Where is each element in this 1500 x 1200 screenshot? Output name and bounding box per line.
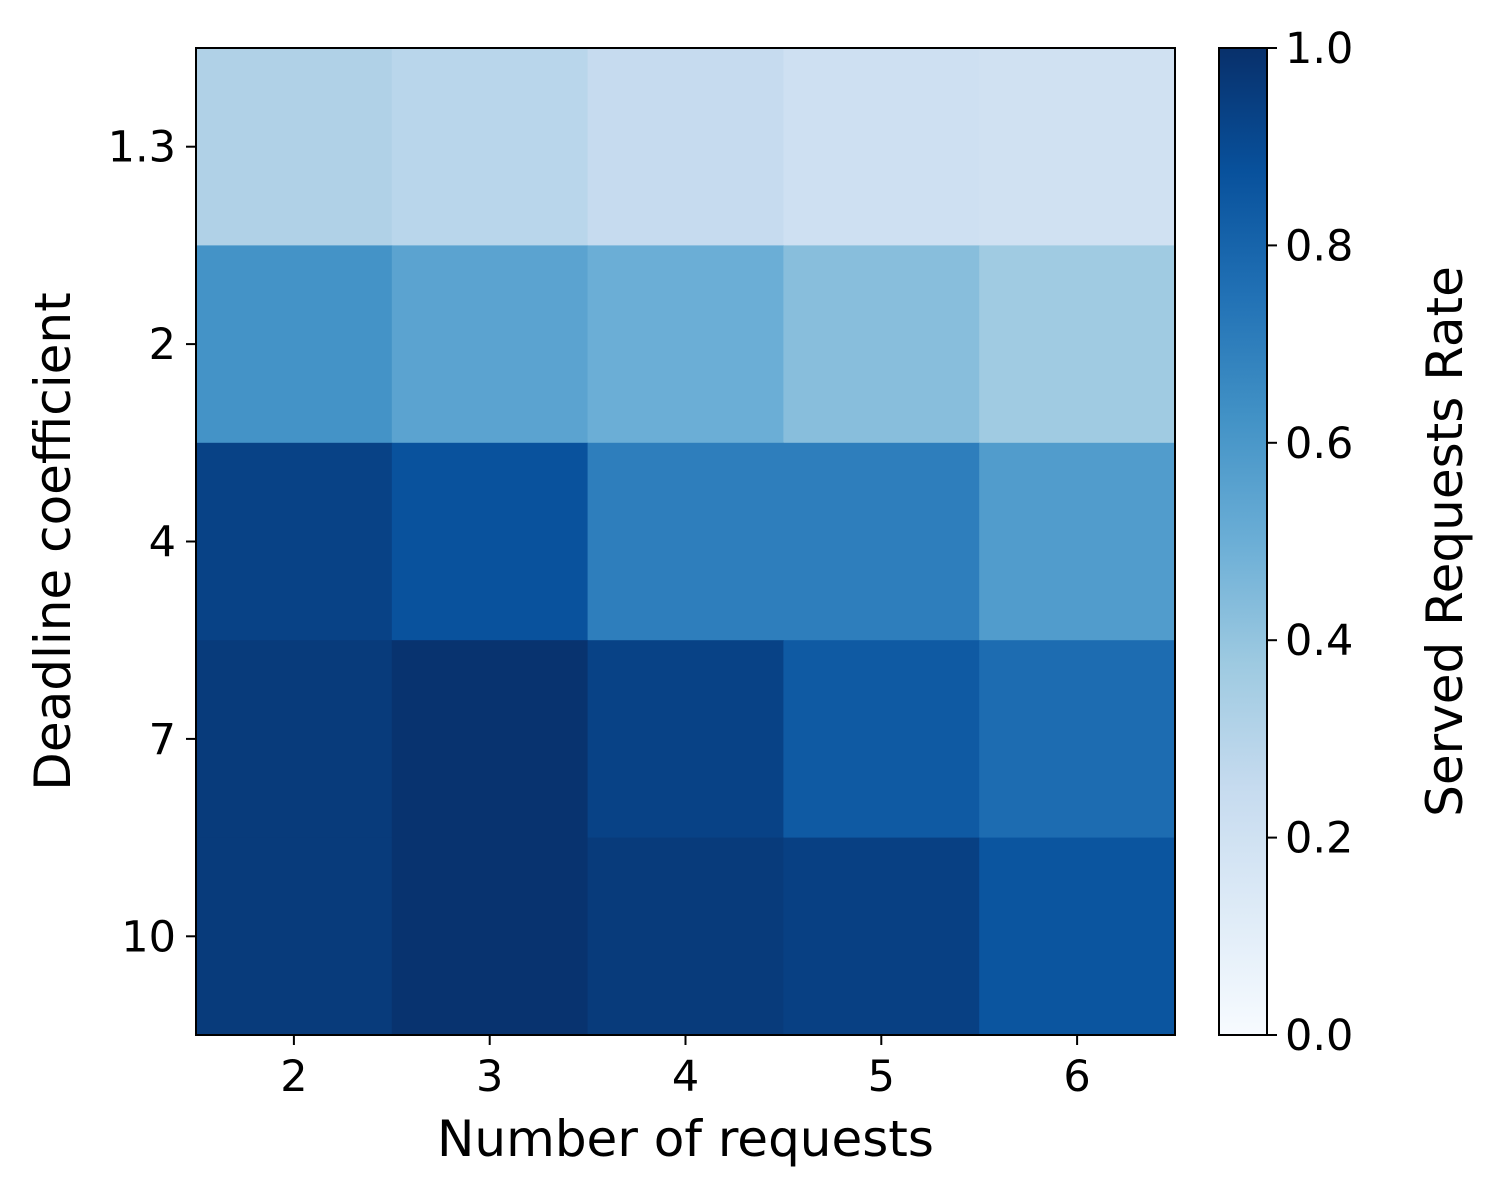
colorbar-label: Served Requests Rate	[1416, 266, 1474, 817]
y-tick-label: 1.3	[108, 123, 176, 173]
y-tick-label: 4	[149, 518, 176, 568]
heatmap-cell-r3-c0	[196, 640, 393, 839]
heatmap-cell-r2-c1	[391, 442, 589, 641]
colorbar-tick-label: 0.2	[1285, 814, 1353, 864]
x-tick-label: 6	[1063, 1052, 1090, 1102]
heatmap-cell-r4-c2	[587, 837, 784, 1036]
x-axis-ticks: 2 3 4 5 6	[280, 1035, 1091, 1102]
x-tick-label: 5	[868, 1052, 895, 1102]
heatmap-cell-r1-c1	[391, 245, 589, 444]
x-tick-label: 3	[476, 1052, 503, 1102]
colorbar-tick-label: 0.8	[1285, 221, 1353, 271]
colorbar-tick-label: 1.0	[1285, 24, 1353, 74]
heatmap-cell-r3-c3	[783, 640, 980, 839]
colorbar-tick-label: 0.0	[1285, 1011, 1353, 1061]
y-axis-ticks: 1.3 2 4 7 10	[108, 123, 196, 962]
heatmap-cell-r0-c2	[587, 48, 784, 246]
heatmap-cell-r1-c0	[196, 245, 393, 444]
heatmap-cell-r1-c2	[587, 245, 784, 444]
heatmap-cell-r2-c2	[587, 442, 784, 641]
y-tick-label: 2	[149, 320, 176, 370]
x-tick-label: 4	[672, 1052, 699, 1102]
colorbar	[1218, 47, 1268, 1036]
x-axis-label: Number of requests	[437, 1110, 934, 1168]
heatmap-cell-r2-c0	[196, 442, 393, 641]
y-tick-label: 10	[121, 912, 176, 962]
heatmap-cell-r0-c3	[783, 48, 980, 246]
y-tick-label: 7	[149, 715, 176, 765]
colorbar-ticks: 0.0 0.2 0.4 0.6 0.8 1.0	[1267, 24, 1353, 1061]
heatmap-cell-r4-c3	[783, 837, 980, 1036]
heatmap-cell-r4-c4	[979, 837, 1176, 1036]
heatmap-cell-r4-c0	[196, 837, 393, 1036]
heatmap-cell-r3-c2	[587, 640, 784, 839]
heatmap-cell-r0-c4	[979, 48, 1176, 246]
heatmap-cell-r1-c4	[979, 245, 1176, 444]
heatmap-cell-r1-c3	[783, 245, 980, 444]
heatmap-cell-r2-c3	[783, 442, 980, 641]
heatmap-cell-r4-c1	[391, 837, 589, 1036]
heatmap-cells	[196, 48, 1176, 1036]
x-tick-label: 2	[280, 1052, 307, 1102]
colorbar-tick-label: 0.4	[1285, 616, 1353, 666]
heatmap-cell-r3-c4	[979, 640, 1176, 839]
heatmap-cell-r0-c0	[196, 48, 393, 246]
heatmap-cell-r0-c1	[391, 48, 589, 246]
heatmap-cell-r2-c4	[979, 442, 1176, 641]
heatmap-cell-r3-c1	[391, 640, 589, 839]
colorbar-tick-label: 0.6	[1285, 419, 1353, 469]
y-axis-label: Deadline coefficient	[24, 292, 82, 790]
